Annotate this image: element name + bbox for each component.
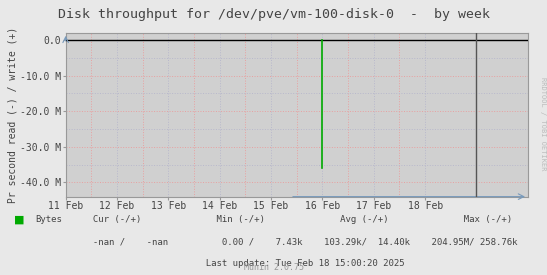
Text: ■: ■	[14, 214, 24, 224]
Y-axis label: Pr second read (-) / write (+): Pr second read (-) / write (+)	[8, 27, 18, 203]
Text: Disk throughput for /dev/pve/vm-100-disk-0  -  by week: Disk throughput for /dev/pve/vm-100-disk…	[57, 8, 490, 21]
Text: Munin 2.0.75: Munin 2.0.75	[243, 263, 304, 272]
Text: Last update: Tue Feb 18 15:00:20 2025: Last update: Tue Feb 18 15:00:20 2025	[66, 258, 404, 268]
Text: RRDTOOL / TOBI OETIKER: RRDTOOL / TOBI OETIKER	[540, 77, 546, 170]
Text: Bytes: Bytes	[36, 214, 62, 224]
Text: -nan /    -nan          0.00 /    7.43k    103.29k/  14.40k    204.95M/ 258.76k: -nan / -nan 0.00 / 7.43k 103.29k/ 14.40k…	[66, 238, 517, 247]
Text: Cur (-/+)              Min (-/+)              Avg (-/+)              Max (-/+): Cur (-/+) Min (-/+) Avg (-/+) Max (-/+)	[66, 214, 512, 224]
